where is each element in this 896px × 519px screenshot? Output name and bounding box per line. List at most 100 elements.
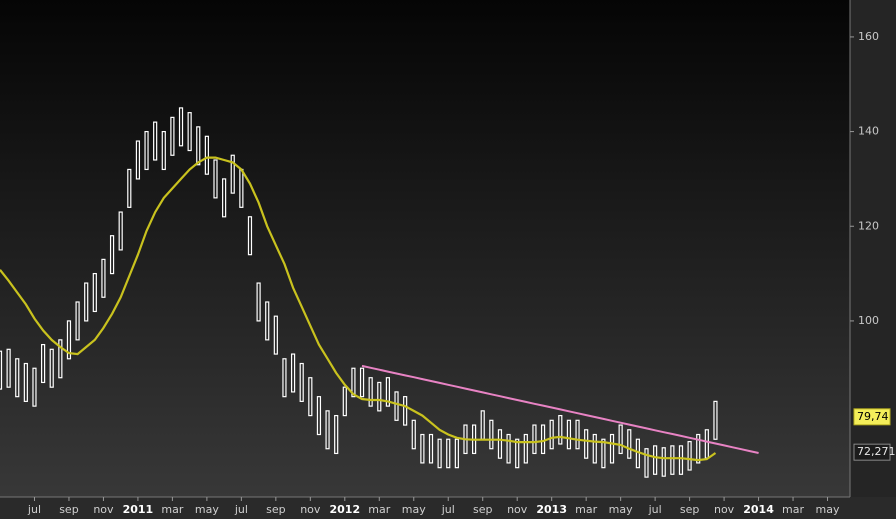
price-bar <box>109 235 115 275</box>
x-tick-label: may <box>195 503 219 516</box>
price-bar <box>222 178 227 218</box>
price-bar <box>144 130 149 171</box>
price-bar <box>178 107 184 147</box>
price-bar <box>627 429 632 459</box>
price-bar <box>411 419 416 450</box>
x-tick-label: jul <box>441 503 455 516</box>
price-bar <box>506 433 511 464</box>
price-bar <box>618 424 623 455</box>
price-bar <box>75 301 80 341</box>
x-tick-label: sep <box>473 503 492 516</box>
x-tick-label: 2013 <box>536 503 567 516</box>
value-badge <box>853 443 891 461</box>
price-bar <box>308 377 313 417</box>
y-axis-panel <box>850 0 896 519</box>
price-bar <box>566 419 572 450</box>
price-bar <box>446 438 451 469</box>
price-bar <box>592 433 597 464</box>
value-badge-label: 72,271 <box>857 445 896 458</box>
price-bar <box>15 358 20 398</box>
x-tick-label: sep <box>266 503 285 516</box>
price-bar <box>92 272 97 313</box>
price-bar <box>489 419 494 450</box>
x-tick-label: jul <box>234 503 248 516</box>
price-bar <box>351 367 356 398</box>
price-bar <box>213 159 218 199</box>
price-bar <box>204 135 209 175</box>
price-bar <box>84 282 89 322</box>
price-bar <box>368 377 373 407</box>
price-bar <box>428 433 434 464</box>
price-bar <box>540 424 546 455</box>
price-bar <box>342 386 347 417</box>
price-bar <box>161 130 166 171</box>
price-bar <box>256 282 261 322</box>
x-tick-label: may <box>609 503 633 516</box>
x-axis-panel <box>0 497 896 519</box>
price-bar <box>532 424 537 455</box>
price-bar <box>549 419 554 450</box>
x-tick-label: nov <box>507 503 528 516</box>
price-bar <box>670 445 675 475</box>
price-bar <box>153 121 158 161</box>
price-bar <box>420 433 425 464</box>
price-bar <box>170 116 175 156</box>
price-bar <box>265 301 270 341</box>
x-tick-label: 2012 <box>329 503 360 516</box>
x-tick-label: mar <box>782 503 804 516</box>
x-tick-label: nov <box>300 503 321 516</box>
price-bar <box>135 140 141 180</box>
x-tick-label: mar <box>575 503 597 516</box>
price-bar <box>661 447 666 477</box>
x-tick-label: sep <box>680 503 699 516</box>
price-bar <box>601 438 606 469</box>
price-bar <box>687 441 692 471</box>
price-bar <box>49 348 54 388</box>
price-bar <box>394 391 399 421</box>
price-bar <box>316 396 322 436</box>
price-bar <box>584 429 589 459</box>
moving-average <box>0 156 717 462</box>
price-bar <box>437 438 442 469</box>
price-bar <box>230 154 235 194</box>
price-bar <box>247 216 253 256</box>
price-bar <box>497 429 503 459</box>
x-tick-label: nov <box>93 503 114 516</box>
x-tick-label: sep <box>59 503 78 516</box>
trendline <box>361 364 759 454</box>
y-tick-label: 100 <box>858 314 879 327</box>
y-tick-label: 120 <box>858 219 879 232</box>
x-tick-label: 2011 <box>123 503 154 516</box>
price-bar <box>66 320 72 360</box>
price-bar <box>515 438 520 469</box>
price-bar <box>377 381 382 412</box>
x-tick-label: may <box>816 503 840 516</box>
price-bar <box>118 211 123 251</box>
y-tick-label: 140 <box>858 125 879 138</box>
price-bar <box>609 433 615 464</box>
price-bar <box>523 433 528 464</box>
price-bar <box>575 419 580 450</box>
x-tick-label: may <box>402 503 426 516</box>
price-bar <box>385 377 390 407</box>
price-bar <box>653 445 658 475</box>
price-bar <box>101 258 106 298</box>
price-bar <box>290 353 296 393</box>
price-bar <box>334 414 339 455</box>
price-bar <box>713 400 718 440</box>
price-bar <box>58 339 63 379</box>
price-bar <box>644 448 649 478</box>
value-badge <box>853 408 891 426</box>
price-bar <box>454 438 459 469</box>
price-bar <box>6 348 11 388</box>
price-bar <box>40 343 46 384</box>
x-tick-label: jul <box>648 503 662 516</box>
price-bar <box>32 367 37 407</box>
x-tick-label: nov <box>714 503 735 516</box>
x-tick-label: mar <box>368 503 390 516</box>
price-bar <box>23 362 28 402</box>
price-bar <box>282 358 287 398</box>
x-tick-label: 2014 <box>743 503 774 516</box>
price-bar <box>187 112 192 152</box>
